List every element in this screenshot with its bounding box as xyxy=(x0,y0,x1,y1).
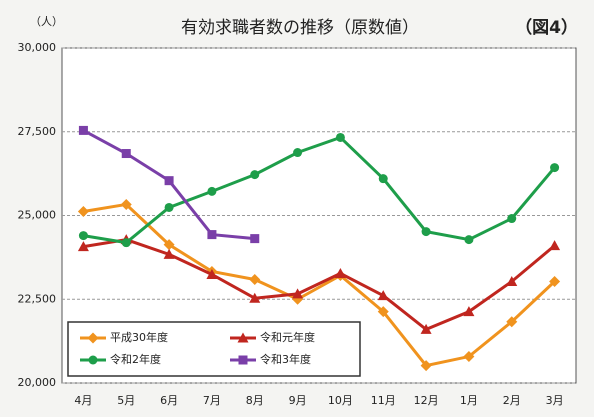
x-tick-label: 8月 xyxy=(246,394,264,407)
legend-label: 令和3年度 xyxy=(260,352,311,366)
marker xyxy=(120,198,132,210)
marker xyxy=(507,214,517,224)
x-tick-label: 6月 xyxy=(160,394,178,407)
marker xyxy=(421,227,431,237)
marker xyxy=(463,351,475,363)
y-tick-label: 22,500 xyxy=(18,292,57,305)
y-tick-label: 27,500 xyxy=(18,125,57,138)
legend-label: 平成30年度 xyxy=(110,330,168,344)
marker xyxy=(464,235,474,245)
marker xyxy=(293,148,303,158)
x-tick-label: 4月 xyxy=(74,394,92,407)
marker xyxy=(207,230,217,240)
marker xyxy=(250,234,260,244)
series-line xyxy=(83,135,556,245)
marker xyxy=(249,292,261,303)
marker xyxy=(549,275,561,287)
marker xyxy=(78,125,88,135)
marker xyxy=(164,202,174,212)
marker xyxy=(164,176,174,186)
x-tick-label: 3月 xyxy=(546,394,564,407)
marker xyxy=(420,323,432,334)
marker xyxy=(163,239,175,251)
marker xyxy=(121,238,131,248)
x-tick-label: 5月 xyxy=(117,394,135,407)
marker xyxy=(420,360,432,372)
marker xyxy=(163,248,175,259)
marker xyxy=(463,306,475,317)
marker xyxy=(377,306,389,318)
legend-label: 令和2年度 xyxy=(110,352,161,366)
marker xyxy=(207,186,217,196)
x-tick-label: 9月 xyxy=(289,394,307,407)
y-axis-label: （人） xyxy=(30,15,63,28)
marker xyxy=(77,241,89,252)
figure-label: （図4） xyxy=(515,17,578,38)
marker xyxy=(237,332,249,343)
marker xyxy=(378,174,388,184)
y-tick-label: 20,000 xyxy=(18,376,57,389)
marker xyxy=(249,273,261,285)
x-tick-label: 11月 xyxy=(371,394,396,407)
marker xyxy=(87,332,99,344)
legend-box xyxy=(67,321,361,377)
marker xyxy=(550,163,560,173)
legend-label: 令和元年度 xyxy=(260,330,315,344)
marker xyxy=(88,355,98,365)
x-tick-label: 10月 xyxy=(328,394,353,407)
marker xyxy=(334,267,346,278)
marker xyxy=(206,268,218,279)
marker xyxy=(335,132,345,142)
marker xyxy=(377,290,389,301)
marker xyxy=(78,231,88,241)
x-tick-label: 2月 xyxy=(503,394,521,407)
marker xyxy=(506,275,518,286)
marker xyxy=(77,205,89,217)
marker xyxy=(121,149,131,159)
x-tick-label: 7月 xyxy=(203,394,221,407)
chart-title: 有効求職者数の推移（原数値） xyxy=(181,18,419,38)
x-tick-label: 12月 xyxy=(414,394,439,407)
marker xyxy=(549,240,561,251)
marker xyxy=(506,316,518,328)
marker xyxy=(238,355,248,365)
y-tick-label: 30,000 xyxy=(18,41,57,54)
x-tick-label: 1月 xyxy=(460,394,478,407)
series-line xyxy=(83,238,556,332)
series-line xyxy=(83,202,556,368)
marker xyxy=(292,288,304,299)
marker xyxy=(250,170,260,180)
y-tick-label: 25,000 xyxy=(18,209,57,222)
